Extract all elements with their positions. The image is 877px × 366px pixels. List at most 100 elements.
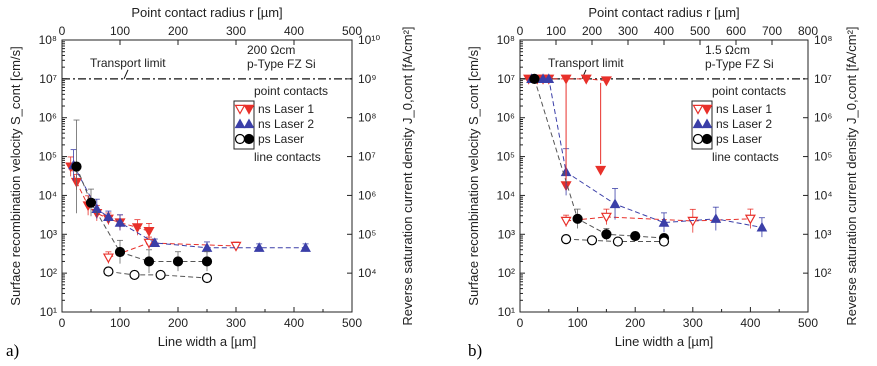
- data-point: [131, 223, 143, 234]
- series-line: [108, 271, 208, 279]
- series-line: [73, 164, 306, 249]
- y-tick-label: 10⁶: [497, 111, 515, 125]
- y-right-tick-label: 10⁶: [358, 188, 376, 202]
- x-top-axis-label: Point contact radius r [µm]: [588, 5, 739, 20]
- y-right-tick-label: 10⁴: [358, 266, 377, 280]
- y-right-tick-label: 10⁹: [358, 72, 377, 86]
- y-right-tick-label: 10⁵: [814, 150, 832, 164]
- y-axis-label: Surface recombination velocity S_cont [c…: [466, 46, 481, 305]
- y-tick-label: 10⁸: [497, 33, 515, 47]
- y-right-tick-label: 10⁸: [358, 111, 376, 125]
- y-right-tick-label: 10⁷: [358, 150, 376, 164]
- transport-limit-label: Transport limit: [90, 56, 166, 70]
- y-tick-label: 10⁶: [39, 111, 57, 125]
- x-top-tick-label: 200: [582, 24, 602, 38]
- chart-panel-a: 0 100 200 300 400 500 0 100 200 300 400 500 10¹ 10² 10…: [6, 5, 415, 360]
- legend-header-top: point contacts: [712, 84, 786, 98]
- data-point: [658, 236, 670, 247]
- x-top-axis-label: Point contact radius r [µm]: [131, 5, 282, 20]
- data-point: [85, 197, 97, 208]
- legend-item-label: ns Laser 2: [716, 117, 772, 131]
- y-right-tick-label: 10⁸: [814, 33, 832, 47]
- x-top-tick-label: 600: [726, 24, 746, 38]
- y-right-tick-label: 10⁷: [814, 72, 832, 86]
- legend-header-top: point contacts: [254, 84, 328, 98]
- chart-panel-b: 0 100 200 300 400 500 0 100 200 300 400 500 600 700 80…: [466, 5, 859, 360]
- legend-item-label: ps Laser: [716, 132, 762, 146]
- data-point: [243, 104, 255, 115]
- data-point: [103, 266, 114, 277]
- x-top-tick-label: 300: [226, 24, 246, 38]
- x-top-tick-label: 100: [546, 24, 566, 38]
- legend-item-label: ns Laser 1: [258, 102, 314, 116]
- legend-box: [233, 100, 255, 150]
- data-point: [710, 213, 722, 223]
- x-tick-label: 300: [683, 316, 703, 330]
- y-right-tick-label: 10³: [814, 227, 831, 241]
- y-tick-label: 10²: [40, 266, 57, 280]
- data-point: [114, 217, 126, 227]
- x-top-tick-label: 700: [762, 24, 782, 38]
- data-point: [143, 227, 155, 237]
- y-tick-label: 10¹: [498, 305, 515, 319]
- data-point: [692, 133, 704, 145]
- y-axis-label: Surface recombination velocity S_cont [c…: [8, 46, 23, 305]
- data-point: [234, 118, 246, 129]
- data-point: [601, 229, 612, 240]
- x-tick-label: 0: [59, 316, 66, 330]
- x-axis-label: Line width a [µm]: [158, 334, 257, 349]
- series-line: [566, 238, 664, 243]
- sample-annotation: p-Type FZ Si: [247, 57, 316, 71]
- series-line: [108, 242, 237, 259]
- legend-item-label: ns Laser 1: [716, 102, 772, 116]
- y-tick-label: 10⁸: [39, 33, 57, 47]
- data-point: [243, 133, 255, 145]
- legend-item-label: ns Laser 2: [258, 117, 314, 131]
- data-point: [595, 165, 607, 176]
- x-top-tick-label: 500: [342, 24, 362, 38]
- data-point: [612, 236, 624, 247]
- data-point: [143, 256, 155, 267]
- y-tick-label: 10⁴: [38, 188, 57, 202]
- data-point: [149, 237, 161, 248]
- data-point: [71, 161, 82, 172]
- y-tick-label: 10⁴: [496, 188, 515, 202]
- y-tick-label: 10⁵: [497, 150, 515, 164]
- data-point: [630, 230, 641, 242]
- y-right-tick-label: 10¹⁰: [358, 33, 380, 47]
- data-point: [253, 242, 265, 252]
- x-top-tick-label: 0: [59, 24, 66, 38]
- transport-limit-pointer: [123, 69, 129, 80]
- sample-annotation: 1.5 Ωcm: [705, 43, 750, 57]
- data-point: [114, 246, 126, 258]
- data-point: [155, 269, 166, 281]
- data-point: [234, 104, 246, 115]
- data-point: [201, 272, 213, 284]
- data-point: [201, 256, 213, 267]
- series-line: [533, 78, 665, 239]
- x-tick-label: 400: [740, 316, 760, 330]
- data-point: [692, 118, 704, 129]
- x-top-tick-label: 400: [284, 24, 304, 38]
- x-tick-label: 300: [226, 316, 246, 330]
- x-tick-label: 100: [568, 316, 588, 330]
- y-tick-label: 10²: [498, 266, 515, 280]
- y-right-tick-label: 10⁴: [814, 188, 833, 202]
- data-point: [586, 235, 598, 246]
- transport-limit-label: Transport limit: [548, 56, 624, 70]
- data-point: [580, 74, 592, 85]
- x-top-tick-label: 800: [798, 24, 818, 38]
- data-point: [560, 216, 572, 227]
- data-point: [701, 133, 713, 145]
- y-right-tick-label: 10⁵: [358, 227, 376, 241]
- data-point: [756, 221, 768, 232]
- data-point: [543, 73, 555, 83]
- x-top-tick-label: 500: [690, 24, 710, 38]
- panel-letter: b): [468, 341, 482, 360]
- data-point: [701, 104, 713, 115]
- x-axis-label: Line width a [µm]: [615, 334, 714, 349]
- y-tick-label: 10⁷: [39, 72, 57, 86]
- y-tick-label: 10⁷: [497, 72, 515, 86]
- data-point: [129, 269, 140, 281]
